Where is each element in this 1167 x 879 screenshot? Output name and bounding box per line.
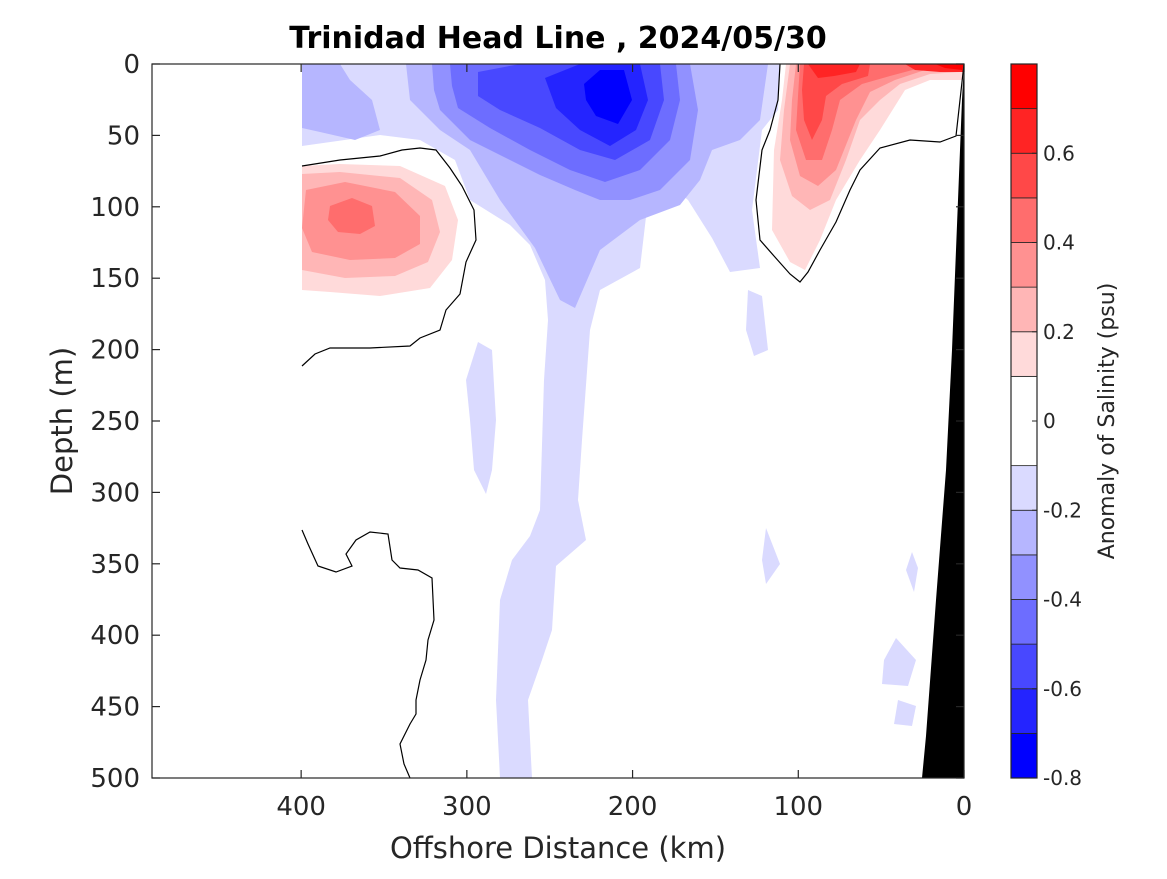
colorbar-tick-label: 0.6 [1043, 141, 1075, 165]
y-tick-label: 250 [90, 407, 140, 437]
colorbar-segment [1010, 108, 1038, 154]
x-tick-label: 400 [276, 792, 326, 822]
y-tick-label: 500 [90, 764, 140, 794]
x-axis-label: Offshore Distance (km) [390, 831, 726, 865]
y-tick-label: 300 [90, 478, 140, 508]
colorbar-segment [1010, 242, 1038, 288]
colorbar-segment [1010, 63, 1038, 110]
colorbar-segment [1010, 465, 1038, 511]
colorbar-segment [1010, 554, 1038, 600]
plot-area [152, 64, 964, 778]
x-tick-label: 200 [608, 792, 658, 822]
colorbar-tick-label: 0.2 [1043, 320, 1075, 344]
x-axis: 400 300 200 100 0 [276, 64, 972, 822]
zero-contours [301, 64, 964, 778]
x-tick-label: 300 [442, 792, 492, 822]
salty-nearshore-level-5 [802, 64, 870, 140]
salty-nearshore-level-6 [808, 64, 860, 78]
zero-contour-nearshore [755, 64, 964, 283]
y-tick-label: 0 [123, 50, 140, 80]
colorbar-segment [1010, 688, 1038, 734]
fresh-patch-small-4 [894, 700, 916, 726]
contour-fills [302, 64, 964, 778]
colorbar-segment [1010, 152, 1038, 199]
y-tick-label: 200 [90, 336, 140, 366]
chart-title: Trinidad Head Line , 2024/05/30 [289, 21, 826, 56]
fresh-patch-deep-1 [466, 342, 496, 494]
y-tick-label: 350 [90, 550, 140, 580]
colorbar-tick-label: -0.6 [1043, 677, 1082, 701]
zero-contour-upper-offshore [301, 147, 477, 367]
colorbar-tick-label: -0.8 [1043, 766, 1082, 790]
fresh-patch-small-2 [906, 552, 918, 592]
fresh-core [584, 70, 632, 124]
salty-nearshore-level-4 [796, 64, 964, 160]
y-tick-label: 450 [90, 693, 140, 723]
colorbar-tick-label: 0.4 [1043, 231, 1075, 255]
zero-contour-lower-offshore [301, 529, 435, 778]
colorbar-segment [1010, 732, 1038, 779]
y-tick-label: 150 [90, 264, 140, 294]
salty-eddy-level-4 [328, 198, 375, 234]
colorbar-tick-label: 0 [1043, 409, 1056, 433]
fresh-patch-mid [746, 290, 768, 356]
fresh-patch-offshore-upper [302, 64, 380, 140]
salty-nearshore-right-core [935, 64, 964, 70]
colorbar: 0.6 0.4 0.2 0 -0.2 -0.4 -0.6 -0.8 [1010, 63, 1082, 790]
colorbar-segment [1010, 599, 1038, 645]
colorbar-tick-label: -0.4 [1043, 588, 1082, 612]
seafloor-mask [922, 64, 964, 778]
y-tick-label: 100 [90, 193, 140, 223]
x-tick-label: 100 [773, 792, 823, 822]
colorbar-tick-label: -0.2 [1043, 498, 1082, 522]
y-axis-label: Depth (m) [45, 347, 79, 495]
colorbar-label: Anomaly of Salinity (psu) [1095, 283, 1120, 560]
y-tick-label: 400 [90, 621, 140, 651]
colorbar-segment [1010, 643, 1038, 690]
colorbar-segment [1010, 375, 1038, 467]
colorbar-segment [1010, 509, 1038, 556]
colorbar-segment [1010, 197, 1038, 243]
colorbar-segment [1010, 286, 1038, 333]
fresh-patch-small-3 [882, 638, 916, 686]
y-axis: 0 50 100 150 200 250 300 350 400 450 500 [90, 50, 964, 794]
colorbar-segment [1010, 331, 1038, 377]
x-tick-label: 0 [956, 792, 973, 822]
y-tick-label: 50 [107, 121, 140, 151]
fresh-patch-small-1 [762, 528, 780, 584]
